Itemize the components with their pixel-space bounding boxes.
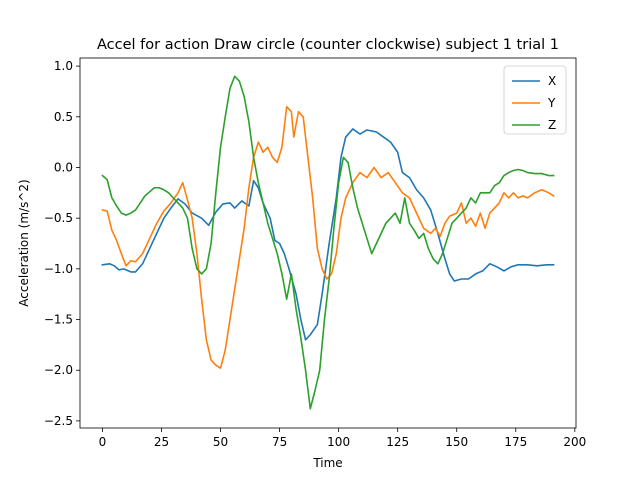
x-tick-label: 200 [563,435,586,449]
x-tick-label: 100 [327,435,350,449]
y-tick-label: −2.0 [44,363,73,377]
legend: XYZ [503,65,567,135]
y-axis: −2.5 −2.0 −1.5 −1.0 −0.5 0.0 0.5 1.0 [44,59,80,428]
series-line-x [101,128,555,341]
y-tick-label: −2.5 [44,414,73,428]
y-tick-label: 0.0 [54,160,73,174]
series-line-z [101,75,555,410]
y-tick-label: −1.5 [44,313,73,327]
x-axis: 0 25 50 75 100 125 150 175 200 [99,428,586,449]
x-tick-label: 0 [99,435,107,449]
x-tick-label: 150 [445,435,468,449]
x-axis-label: Time [312,456,342,470]
plot-border [79,57,577,429]
series-line-y [101,105,555,369]
legend-box [503,65,567,135]
y-tick-label: −0.5 [44,211,73,225]
legend-label-x: X [548,74,556,88]
y-tick-label: 0.5 [54,110,73,124]
series-layer [101,75,555,410]
plot-background [80,58,576,428]
legend-label-y: Y [547,96,556,110]
legend-label-z: Z [548,118,556,132]
x-tick-label: 75 [272,435,287,449]
y-axis-label: Acceleration (m/s^2) [17,179,31,306]
x-tick-label: 125 [386,435,409,449]
x-tick-label: 25 [154,435,169,449]
chart-title: Accel for action Draw circle (counter cl… [97,37,559,53]
y-tick-label: 1.0 [54,59,73,73]
y-tick-label: −1.0 [44,262,73,276]
x-tick-label: 50 [213,435,228,449]
x-tick-label: 175 [504,435,527,449]
plot-area: 0 25 50 75 100 125 150 175 200 −2.5−2.0−1.5−1.0−… [44,57,586,449]
